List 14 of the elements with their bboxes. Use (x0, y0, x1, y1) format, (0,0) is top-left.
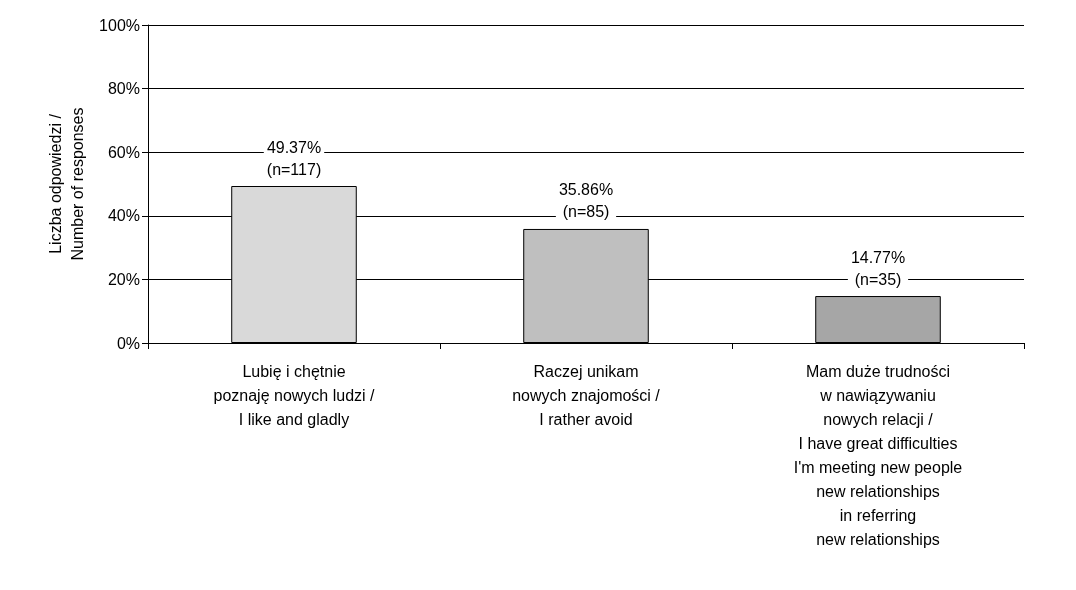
y-tick-label: 40% (107, 207, 140, 225)
x-tick-label: Lubię i chętnie poznaję nowych ludzi / I like and gladly (213, 362, 376, 428)
data-label: 14.77% (n=35) (850, 248, 906, 288)
data-label: 35.86% (n=85) (558, 181, 614, 221)
y-tick-label: 60% (107, 143, 140, 161)
bar (815, 296, 941, 343)
y-tick-label: 100% (99, 16, 140, 34)
y-tick-label: 20% (107, 270, 140, 288)
data-label: 49.37% (n=117) (266, 138, 322, 178)
y-tick-label: 0% (116, 334, 140, 352)
x-tick-label: Raczej unikam nowych znajomości / I rather avoid (512, 362, 661, 428)
y-axis-title: Liczba odpowiedzi / Number of responses (46, 107, 86, 261)
x-tick-label: Mam duże trudności w nawiązywaniu nowych relacji / I have great difficulties I'm meeting new people new relationships in referring new relationships (793, 362, 963, 548)
y-tick-label: 80% (107, 80, 140, 98)
